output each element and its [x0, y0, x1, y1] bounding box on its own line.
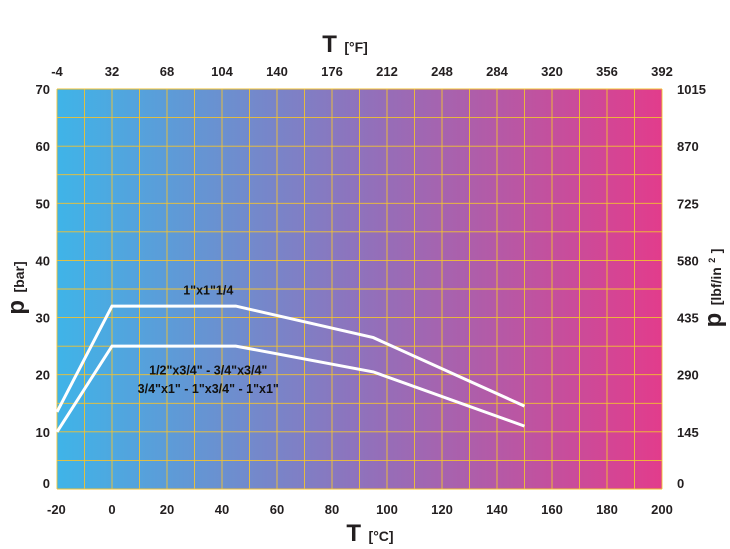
x-bottom-tick-10: 180	[596, 502, 618, 517]
x-top-tick-11: 392	[651, 64, 673, 79]
y-left-tick-1: 10	[36, 425, 50, 440]
annotations: 1"x1"1/4 1/2"x3/4" - 3/4"x3/4" 3/4"x1" - 1…	[138, 284, 279, 396]
y-left-tick-3: 30	[36, 311, 50, 326]
x-top-tick-3: 104	[211, 64, 233, 79]
x-axis-top-title: T [°F]	[322, 31, 368, 58]
y-right-tick-1: 145	[677, 425, 699, 440]
x-bottom-tick-11: 200	[651, 502, 673, 517]
y-right-tick-0: 0	[677, 476, 684, 491]
x-top-tick-0: -4	[51, 64, 63, 79]
y-right-tick-5: 725	[677, 196, 699, 211]
grid	[56, 88, 663, 490]
y-left-tick-6: 60	[36, 139, 50, 154]
x-top-tick-9: 320	[541, 64, 563, 79]
y-axis-left-title: p [bar]	[3, 261, 30, 314]
y-right-tick-3: 435	[677, 311, 699, 326]
y-right-title-unit: [lbf/in	[708, 267, 724, 305]
x-top-tick-6: 212	[376, 64, 398, 79]
x-top-title-symbol: T	[322, 31, 337, 58]
series-line-0	[55, 304, 526, 413]
y-left-tick-7: 70	[36, 82, 50, 97]
tick-labels: -20 0 20 40 60 80 100 120 140 160 180 200-4 32 68 104 1…	[36, 64, 706, 517]
annotation-2: 3/4"x1" - 1"x3/4" - 1"x1"	[138, 382, 279, 396]
x-bottom-tick-4: 60	[270, 502, 284, 517]
y-right-tick-4: 580	[677, 253, 699, 268]
x-bottom-tick-2: 20	[160, 502, 174, 517]
x-top-tick-1: 32	[105, 64, 119, 79]
series-lines	[55, 304, 526, 433]
annotation-0: 1"x1"1/4	[183, 284, 233, 298]
x-top-tick-7: 248	[431, 64, 453, 79]
x-bottom-tick-5: 80	[325, 502, 339, 517]
x-bottom-tick-1: 0	[108, 502, 115, 517]
y-axis-right-title: p [lbf/in 2 ]	[700, 249, 727, 328]
x-bottom-tick-3: 40	[215, 502, 229, 517]
x-top-tick-5: 176	[321, 64, 343, 79]
x-top-tick-2: 68	[160, 64, 174, 79]
y-right-tick-6: 870	[677, 139, 699, 154]
x-bottom-tick-7: 120	[431, 502, 453, 517]
x-top-tick-10: 356	[596, 64, 618, 79]
y-left-tick-0: 0	[43, 476, 50, 491]
series-line-1	[55, 344, 526, 433]
x-top-tick-8: 284	[486, 64, 508, 79]
x-bottom-title-symbol: T	[346, 520, 361, 547]
y-right-tick-2: 290	[677, 368, 699, 383]
x-axis-bottom-title: T [°C]	[346, 520, 393, 547]
y-right-title-sup: 2	[707, 258, 717, 263]
x-bottom-tick-8: 140	[486, 502, 508, 517]
y-left-title-unit: [bar]	[11, 261, 27, 292]
y-left-tick-5: 50	[36, 196, 50, 211]
y-left-tick-4: 40	[36, 253, 50, 268]
x-bottom-tick-0: -20	[47, 502, 66, 517]
x-top-tick-4: 140	[266, 64, 288, 79]
y-right-title-symbol: p	[700, 313, 727, 328]
y-left-title-symbol: p	[3, 300, 30, 315]
y-right-tick-7: 1015	[677, 82, 706, 97]
annotation-1: 1/2"x3/4" - 3/4"x3/4"	[149, 364, 267, 378]
x-bottom-title-unit: [°C]	[369, 528, 394, 544]
x-bottom-tick-9: 160	[541, 502, 563, 517]
x-top-title-unit: [°F]	[344, 39, 367, 55]
y-right-title-close: ]	[708, 249, 724, 254]
x-bottom-tick-6: 100	[376, 502, 398, 517]
y-left-tick-2: 20	[36, 368, 50, 383]
